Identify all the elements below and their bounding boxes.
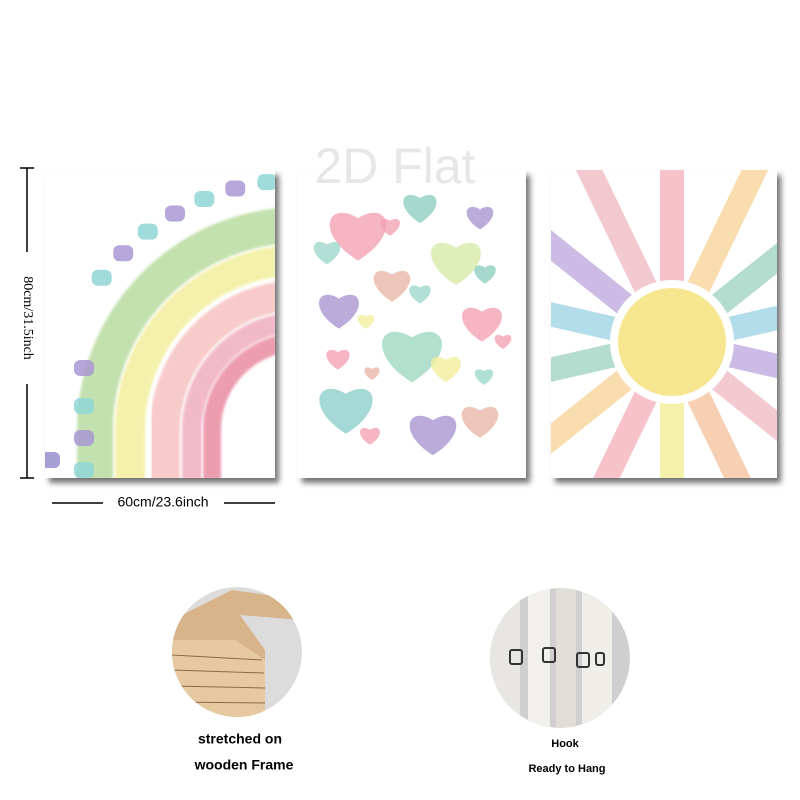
heart <box>494 334 512 349</box>
width-dimension: 60cm/23.6inch <box>52 494 275 510</box>
heart <box>326 349 350 370</box>
heart <box>409 285 431 304</box>
hooks <box>509 647 605 668</box>
heart <box>431 356 461 383</box>
rainbow-dot <box>257 174 275 191</box>
rainbow-dot <box>45 452 60 468</box>
stretcher <box>528 588 550 728</box>
heart <box>360 427 380 445</box>
feature-text: Ready to Hang <box>528 763 605 775</box>
rainbow-arc <box>77 208 275 478</box>
feature-text: stretched on <box>198 731 282 747</box>
rainbow-arc <box>115 246 275 478</box>
rainbow-dot <box>113 245 134 262</box>
rainbow-arc <box>182 314 275 478</box>
heart <box>313 241 341 265</box>
rainbow-dot <box>74 398 94 414</box>
rainbow-dot <box>137 223 158 240</box>
heart <box>319 294 359 329</box>
rainbow-dot <box>165 205 185 222</box>
watermark: 2D Flat <box>314 138 475 194</box>
hook-photo <box>490 588 630 728</box>
heart <box>403 194 437 223</box>
wood-face <box>172 640 265 717</box>
width-label: 60cm/23.6inch <box>117 494 208 510</box>
feature-text: Hook <box>551 738 579 750</box>
rainbow-arc <box>150 282 275 478</box>
heart <box>364 367 380 381</box>
rainbow-arc <box>203 336 275 478</box>
heart <box>319 388 373 434</box>
heart <box>380 218 400 236</box>
stretcher <box>490 588 520 728</box>
feature-text: wooden Frame <box>194 757 294 773</box>
wood-frame-photo <box>172 587 302 717</box>
heart <box>329 212 387 261</box>
hearts-art <box>313 194 512 456</box>
sun <box>618 288 726 396</box>
heart <box>462 307 502 342</box>
heart <box>466 206 494 230</box>
heart <box>474 369 494 385</box>
rainbow-dot <box>91 269 112 286</box>
heart <box>373 270 411 302</box>
heart <box>382 331 442 383</box>
height-dimension: 80cm/31.5inch <box>20 167 35 479</box>
heart <box>461 406 499 438</box>
stretcher <box>556 588 576 728</box>
rainbow-dot <box>225 180 246 197</box>
rainbow-dot <box>194 191 215 208</box>
rainbow-dot <box>74 462 94 478</box>
sun-art <box>551 170 777 478</box>
height-label: 80cm/31.5inch <box>20 276 35 360</box>
rainbow-dot <box>74 430 94 446</box>
heart <box>431 242 481 285</box>
heart <box>474 265 496 284</box>
heart <box>409 415 457 456</box>
rainbow-dot <box>74 360 94 376</box>
rainbow-art <box>45 174 275 478</box>
heart <box>357 314 375 329</box>
